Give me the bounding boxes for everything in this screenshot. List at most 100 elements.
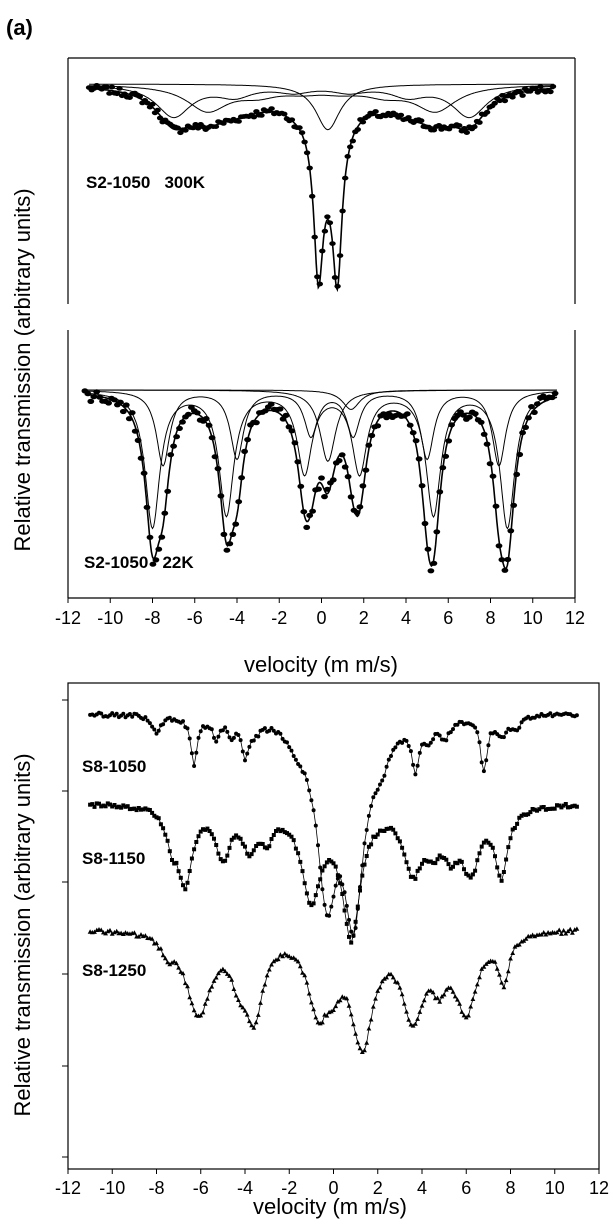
data-point: [311, 901, 316, 906]
data-point: [93, 389, 101, 395]
data-point: [340, 892, 345, 896]
data-point: [522, 424, 529, 430]
data-point: [176, 425, 183, 431]
data-point: [307, 900, 312, 905]
data-point: [149, 101, 156, 107]
data-point: [198, 829, 203, 834]
data-point: [463, 1015, 469, 1020]
data-point: [298, 859, 303, 864]
data-point: [495, 865, 500, 870]
data-point: [154, 107, 161, 113]
data-point: [362, 841, 367, 846]
data-point: [198, 1013, 204, 1018]
data-point: [393, 831, 398, 836]
data-point: [526, 812, 531, 817]
data-point: [375, 832, 380, 837]
data-point: [258, 1000, 263, 1005]
series-label-s8-1050: S8-1050: [82, 757, 146, 776]
data-point: [453, 860, 458, 865]
data-point: [288, 117, 296, 123]
data-point: [176, 869, 181, 874]
data-point: [356, 504, 364, 510]
data-point: [256, 734, 261, 739]
data-point: [306, 991, 312, 996]
data-point: [559, 931, 564, 936]
data-point: [371, 795, 376, 800]
data-point: [341, 464, 349, 470]
data-point: [441, 992, 447, 997]
data-point: [451, 727, 455, 732]
data-point: [515, 728, 520, 733]
data-point: [226, 541, 234, 547]
data-point: [510, 827, 515, 832]
data-point: [253, 1019, 259, 1025]
data-point: [260, 842, 265, 846]
data-point: [373, 791, 378, 796]
data-point: [570, 804, 575, 809]
data-point: [477, 974, 482, 980]
data-point: [351, 1021, 356, 1027]
data-point: [291, 955, 297, 960]
data-point: [322, 864, 327, 869]
data-point: [160, 952, 166, 958]
data-point: [285, 831, 289, 836]
data-point: [114, 805, 119, 810]
data-point: [548, 806, 553, 811]
data-point: [245, 751, 250, 756]
data-point: [316, 884, 320, 889]
data-point: [552, 806, 557, 811]
data-point: [231, 986, 237, 991]
data-point: [143, 806, 148, 811]
data-point: [178, 875, 183, 880]
data-point: [291, 754, 296, 758]
data-point: [463, 130, 470, 136]
data-point: [517, 725, 522, 730]
data-point: [421, 520, 429, 527]
data-point: [430, 560, 438, 566]
data-point: [254, 844, 259, 848]
data-point: [426, 859, 431, 864]
data-point: [530, 807, 535, 811]
data-point: [486, 743, 491, 748]
top-22k-plot-area: [81, 388, 559, 574]
data-point: [346, 1003, 352, 1008]
bottom-y-axis-title: Relative transmission (arbitrary units): [10, 753, 35, 1116]
data-point: [203, 827, 208, 832]
data-point: [358, 888, 362, 893]
data-point: [128, 410, 136, 416]
data-point: [99, 711, 104, 716]
data-point: [146, 534, 154, 540]
data-point: [366, 1026, 372, 1031]
x-tick-label: -10: [97, 608, 123, 628]
data-point: [302, 881, 307, 886]
data-point: [238, 836, 243, 841]
data-point: [298, 130, 306, 136]
data-point: [156, 728, 161, 733]
data-point: [537, 84, 544, 89]
data-point: [116, 804, 121, 809]
data-point: [132, 806, 137, 811]
data-point: [362, 1047, 367, 1053]
data-point: [298, 764, 303, 769]
data-point: [459, 859, 464, 864]
x-tick-label: 6: [443, 608, 453, 628]
data-point: [147, 808, 152, 812]
data-point: [275, 956, 281, 962]
data-point: [286, 953, 292, 959]
data-point: [567, 926, 573, 932]
data-point: [174, 125, 181, 131]
data-point: [301, 139, 308, 145]
data-point: [497, 972, 502, 977]
data-point: [205, 996, 210, 1001]
data-point: [379, 978, 385, 984]
x-tick-label: 8: [505, 1178, 515, 1198]
data-point: [105, 400, 112, 406]
data-point: [97, 801, 101, 806]
data-point: [559, 805, 564, 810]
data-point: [92, 929, 97, 934]
data-point: [519, 430, 526, 436]
data-point: [155, 546, 163, 552]
data-point: [262, 726, 267, 731]
data-point: [334, 283, 341, 289]
data-point: [461, 1013, 467, 1018]
